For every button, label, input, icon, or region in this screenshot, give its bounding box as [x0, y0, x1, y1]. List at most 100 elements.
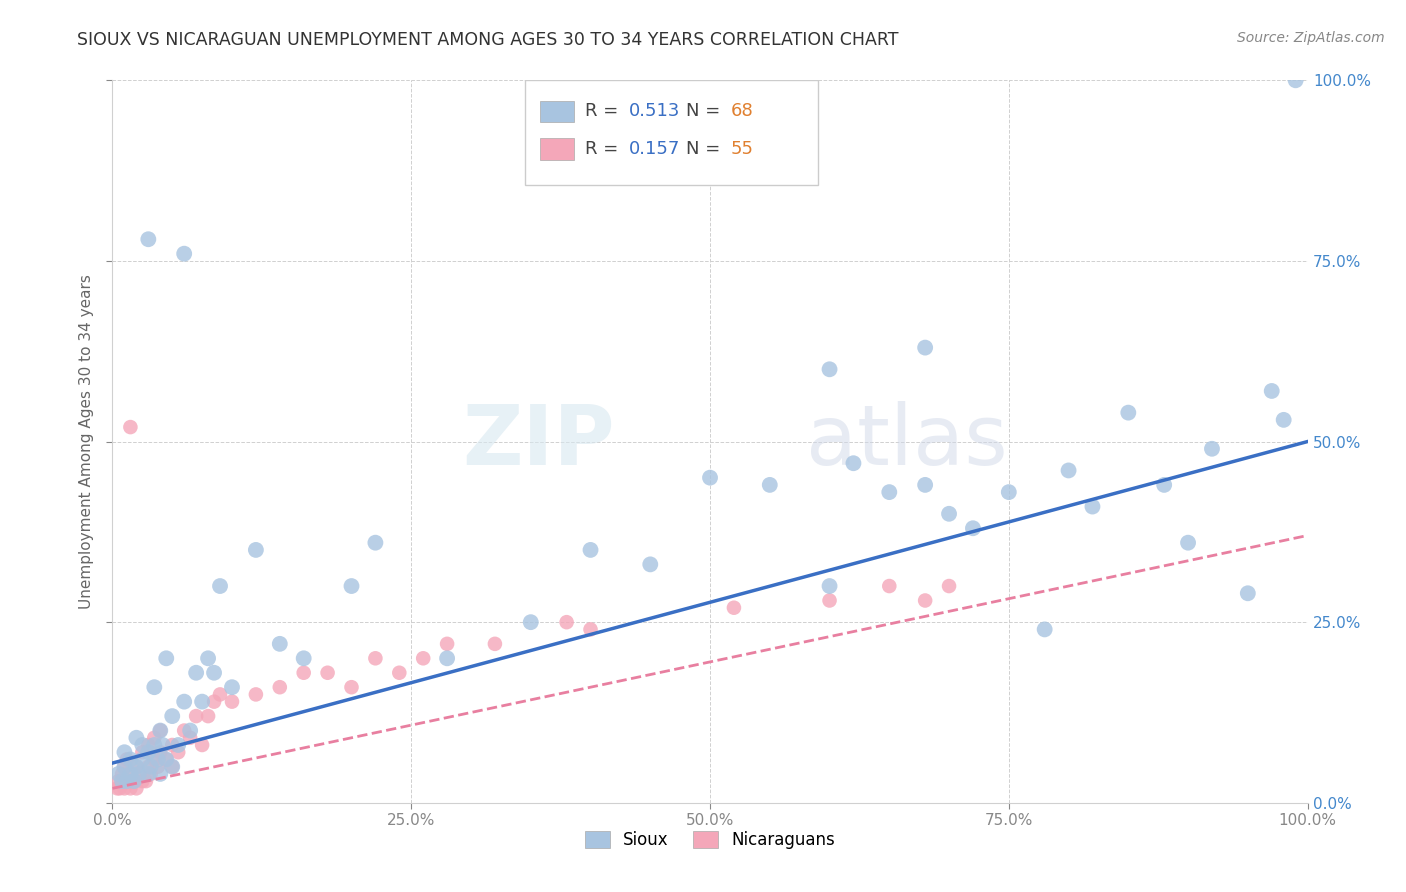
- Point: [138, 760, 160, 774]
- Point: [115, 774, 138, 789]
- Point: [125, 781, 148, 796]
- Point: [143, 731, 166, 745]
- Text: SIOUX VS NICARAGUAN UNEMPLOYMENT AMONG AGES 30 TO 34 YEARS CORRELATION CHART: SIOUX VS NICARAGUAN UNEMPLOYMENT AMONG A…: [77, 31, 898, 49]
- Point: [879, 579, 901, 593]
- Point: [269, 680, 291, 694]
- Point: [1261, 384, 1284, 398]
- Point: [125, 731, 148, 745]
- Point: [155, 752, 177, 766]
- Point: [938, 579, 960, 593]
- Point: [139, 767, 162, 781]
- Text: Source: ZipAtlas.com: Source: ZipAtlas.com: [1237, 31, 1385, 45]
- Text: 68: 68: [730, 103, 754, 120]
- Point: [138, 738, 160, 752]
- Point: [146, 752, 169, 766]
- Point: [202, 695, 225, 709]
- Point: [245, 687, 267, 701]
- Point: [962, 521, 984, 535]
- Point: [120, 420, 142, 434]
- Point: [364, 651, 387, 665]
- Point: [120, 781, 142, 796]
- Point: [115, 752, 138, 766]
- Point: [173, 246, 195, 260]
- Point: [759, 478, 782, 492]
- Point: [1057, 463, 1080, 477]
- FancyBboxPatch shape: [524, 80, 818, 185]
- Point: [1285, 73, 1308, 87]
- Point: [105, 781, 128, 796]
- Point: [269, 637, 291, 651]
- Text: ZIP: ZIP: [463, 401, 614, 482]
- Point: [197, 651, 219, 665]
- Point: [555, 615, 578, 630]
- Point: [699, 470, 721, 484]
- Point: [120, 752, 142, 766]
- Point: [484, 637, 506, 651]
- Point: [131, 752, 153, 766]
- Point: [114, 781, 135, 796]
- Point: [173, 695, 195, 709]
- Point: [436, 637, 458, 651]
- Point: [292, 665, 315, 680]
- Point: [316, 665, 339, 680]
- Point: [122, 774, 145, 789]
- Point: [1201, 442, 1223, 456]
- Point: [122, 774, 145, 789]
- Point: [152, 738, 174, 752]
- Point: [579, 542, 602, 557]
- Point: [998, 485, 1021, 500]
- Point: [202, 665, 225, 680]
- Y-axis label: Unemployment Among Ages 30 to 34 years: Unemployment Among Ages 30 to 34 years: [79, 274, 94, 609]
- Point: [146, 760, 169, 774]
- Point: [1237, 586, 1260, 600]
- Point: [162, 738, 183, 752]
- Point: [1272, 413, 1295, 427]
- Point: [143, 680, 166, 694]
- Point: [388, 665, 411, 680]
- Text: 0.513: 0.513: [628, 103, 681, 120]
- Point: [209, 579, 232, 593]
- Point: [162, 760, 183, 774]
- Point: [155, 752, 177, 766]
- Point: [938, 507, 960, 521]
- Point: [818, 579, 841, 593]
- Point: [162, 760, 183, 774]
- Legend: Sioux, Nicaraguans: Sioux, Nicaraguans: [578, 824, 842, 856]
- Point: [114, 760, 135, 774]
- Point: [138, 232, 160, 246]
- Point: [149, 767, 172, 781]
- Text: R =: R =: [585, 140, 623, 158]
- Point: [364, 535, 387, 549]
- Point: [107, 767, 129, 781]
- Text: N =: N =: [686, 140, 725, 158]
- Point: [640, 558, 662, 572]
- FancyBboxPatch shape: [540, 138, 574, 160]
- Point: [914, 341, 936, 355]
- Point: [143, 752, 166, 766]
- Point: [818, 593, 841, 607]
- Point: [186, 709, 208, 723]
- Point: [108, 781, 131, 796]
- Point: [114, 745, 135, 759]
- Point: [120, 767, 142, 781]
- Point: [135, 774, 157, 789]
- Point: [131, 738, 153, 752]
- Point: [197, 709, 219, 723]
- Point: [149, 745, 172, 759]
- Point: [125, 760, 148, 774]
- Point: [131, 745, 153, 759]
- Point: [179, 731, 201, 745]
- Point: [138, 767, 160, 781]
- Text: R =: R =: [585, 103, 623, 120]
- Point: [1081, 500, 1104, 514]
- Point: [139, 760, 162, 774]
- Point: [1033, 623, 1056, 637]
- Point: [179, 723, 201, 738]
- Point: [128, 767, 150, 781]
- Point: [209, 687, 232, 701]
- Point: [143, 738, 166, 752]
- Point: [221, 680, 243, 694]
- Point: [914, 593, 936, 607]
- Point: [1153, 478, 1175, 492]
- Point: [245, 542, 267, 557]
